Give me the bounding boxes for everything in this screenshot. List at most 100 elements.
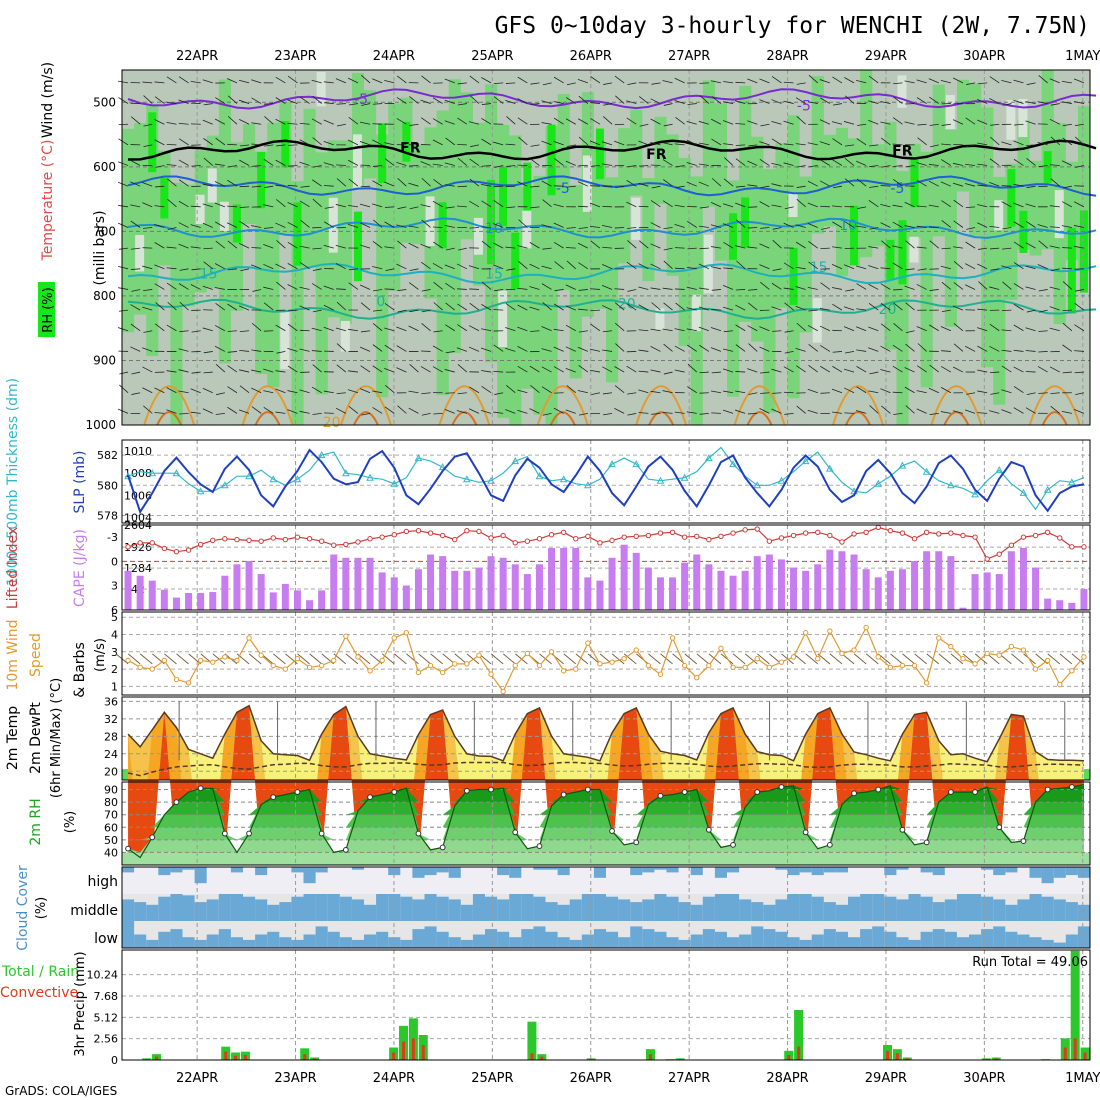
wind-tick: 1 (111, 680, 118, 693)
wind-barb (1075, 392, 1085, 396)
wind-barb (977, 327, 988, 332)
thickness-marker (608, 460, 616, 468)
wind-barb (323, 185, 334, 187)
wind-barb (820, 159, 831, 166)
wind-barb-10m (248, 653, 262, 665)
cape-bar (995, 574, 1003, 610)
wind-barb (832, 303, 843, 311)
wind-barb (130, 159, 141, 166)
cloud-bar-low (1017, 934, 1030, 948)
wind-barb (989, 158, 1000, 166)
wind-barb (1061, 411, 1072, 414)
wind-barb (529, 242, 540, 249)
wind-barb (142, 81, 153, 84)
cloud-layer-label: low (94, 931, 118, 947)
wind-barb (699, 412, 709, 415)
wind-barb (686, 307, 697, 311)
wind-barb (553, 203, 564, 208)
wind-barb (881, 405, 891, 414)
wind-speed-marker (1032, 666, 1039, 672)
wind-barb (335, 263, 347, 270)
cape-bar (923, 551, 931, 610)
wind-barb (275, 388, 286, 394)
rh-shade-green (666, 134, 679, 276)
wind-barb (312, 268, 322, 272)
lifted-index-marker (863, 529, 869, 535)
wind-barb (965, 241, 976, 249)
wind-barb (964, 409, 976, 414)
wind-barb (857, 123, 867, 126)
wind-barb (759, 99, 770, 104)
wind-barb (530, 103, 540, 105)
wind-barb (892, 245, 903, 249)
wind-barb (966, 227, 976, 230)
cloud-bar-middle (497, 899, 510, 921)
wind-barb (239, 220, 250, 228)
wind-barb (831, 263, 843, 270)
rh-shade-bright (595, 128, 604, 180)
wind-barb (1075, 289, 1085, 292)
wind-barb (650, 98, 661, 104)
lifted-index-marker (512, 540, 518, 546)
wind-barb (772, 239, 782, 249)
wind-barb (1062, 137, 1073, 146)
wind-barb (203, 247, 213, 250)
wind-speed-marker (778, 659, 785, 665)
cloud-bar-middle (1017, 899, 1030, 921)
wind-barb (517, 76, 528, 84)
wind-barb (857, 206, 867, 209)
wind-barb (674, 345, 685, 352)
wind-speed-marker (706, 662, 712, 669)
wind-barb (578, 364, 589, 373)
cloud-bar-middle (376, 894, 389, 921)
wind-barb (299, 139, 310, 146)
wind-barb (336, 392, 346, 395)
rh-shade-green (714, 103, 728, 261)
wind-barb (929, 289, 939, 291)
wind-barb (687, 363, 698, 373)
wind-barb (518, 136, 528, 146)
rh-marker (125, 845, 131, 852)
cloud-bar-low (255, 934, 268, 948)
wind-barb (117, 222, 129, 228)
wind-barb (166, 282, 177, 290)
wind-barb-10m (744, 653, 758, 665)
cloud-bar-middle (521, 894, 534, 921)
rh-marker (270, 794, 277, 800)
cape-bar (777, 559, 785, 610)
wind-barb (457, 205, 467, 208)
rh-marker (633, 839, 640, 846)
wind-barb (287, 221, 298, 228)
rh-shade-green (751, 136, 764, 342)
temp-axis-label-2: 2m DewPt (28, 702, 44, 774)
wind-barb (214, 118, 226, 125)
wind-barb (142, 347, 153, 352)
wind-barb (796, 116, 806, 125)
cape-bar (705, 564, 713, 610)
wind-barb (578, 205, 588, 208)
lifted-index-marker (149, 540, 155, 546)
surface-isotherm-inner (549, 411, 576, 426)
contour-label: -5 (354, 92, 368, 108)
wind-barb (941, 309, 951, 313)
wind-barb (989, 98, 1000, 104)
wind-barb (275, 159, 286, 166)
cloud-bar-high (315, 867, 328, 873)
wind-barb (917, 343, 927, 352)
wind-barb (433, 412, 443, 415)
cloud-bar-low (872, 926, 885, 948)
wind-barb (711, 96, 722, 104)
wind-barb (215, 97, 226, 104)
cloud-bar-low (557, 937, 570, 948)
cloud-bar-middle (400, 896, 413, 921)
wind-barb (566, 82, 576, 86)
rh-shade-green (448, 79, 461, 354)
wind-barb (203, 157, 214, 166)
wind-barb (263, 286, 274, 290)
cloud-bar-low (751, 926, 764, 948)
wind-axis-label-1: 10m Wind (5, 619, 21, 690)
rh-shade-light (340, 320, 350, 352)
cloud-bar-middle (993, 899, 1006, 921)
wind-barb (771, 368, 782, 373)
cape-bar (136, 575, 144, 610)
